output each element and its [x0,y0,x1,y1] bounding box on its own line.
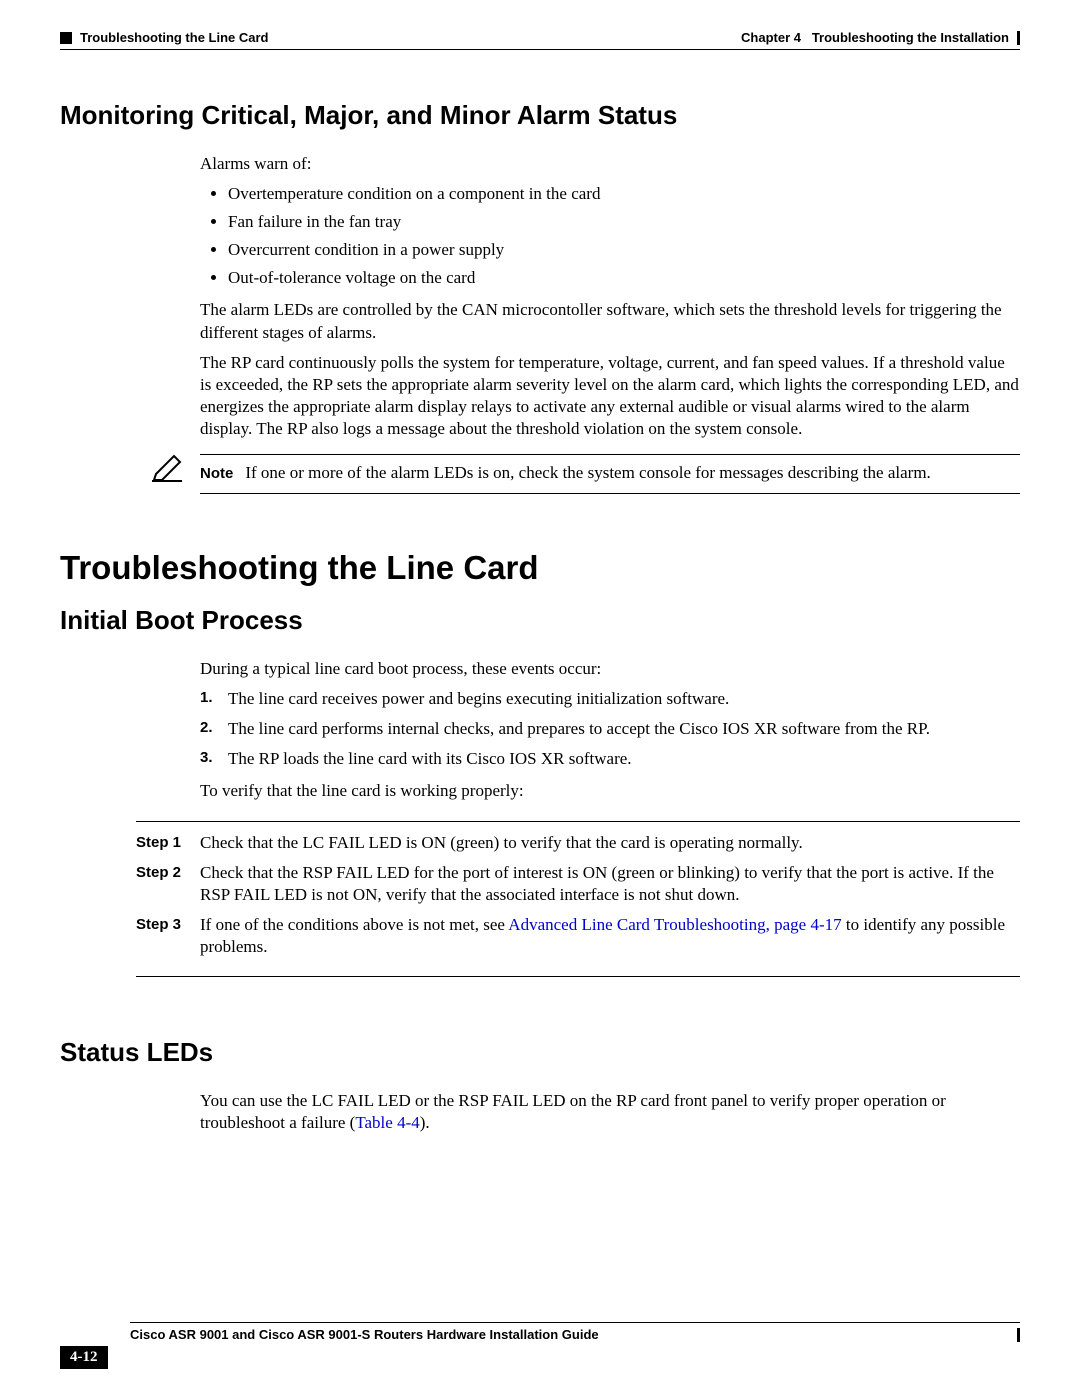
heading-troubleshooting: Troubleshooting the Line Card [60,549,1020,587]
note-top-rule [200,454,1020,455]
note-text: If one or more of the alarm LEDs is on, … [245,463,930,482]
monitoring-para2: The RP card continuously polls the syste… [200,352,1020,440]
step-row: Step 3 If one of the conditions above is… [136,914,1020,958]
steps-top-rule [136,821,1020,822]
header-right: Chapter 4 Troubleshooting the Installati… [741,30,1020,45]
footer-left: Cisco ASR 9001 and Cisco ASR 9001-S Rout… [60,1327,599,1342]
list-item: The line card receives power and begins … [200,688,1020,710]
list-item: The RP loads the line card with its Cisc… [200,748,1020,770]
page-footer: Cisco ASR 9001 and Cisco ASR 9001-S Rout… [60,1322,1020,1369]
guide-title: Cisco ASR 9001 and Cisco ASR 9001-S Rout… [130,1327,599,1342]
list-item: Overtemperature condition on a component… [228,183,1020,205]
advanced-troubleshooting-link[interactable]: Advanced Line Card Troubleshooting, page… [508,915,841,934]
step3-pre: If one of the conditions above is not me… [200,915,508,934]
steps-bottom-rule [136,976,1020,977]
boot-events-list: The line card receives power and begins … [200,688,1020,770]
heading-monitoring: Monitoring Critical, Major, and Minor Al… [60,100,1020,131]
alarms-bullet-list: Overtemperature condition on a component… [200,183,1020,289]
heading-status-leds: Status LEDs [60,1037,1020,1068]
note-body: Note If one or more of the alarm LEDs is … [200,454,1020,494]
step-text: Check that the RSP FAIL LED for the port… [200,862,1020,906]
alarms-intro: Alarms warn of: [200,153,1020,175]
step-label: Step 1 [136,832,200,854]
steps-block: Step 1 Check that the LC FAIL LED is ON … [136,821,1020,977]
footer-rule [130,1322,1020,1323]
pencil-icon [152,454,186,482]
step-text: Check that the LC FAIL LED is ON (green)… [200,832,1020,854]
note-block: Note If one or more of the alarm LEDs is … [152,454,1020,494]
list-item: Fan failure in the fan tray [228,211,1020,233]
header-chapter-number: Chapter 4 [741,30,801,45]
list-item: Out-of-tolerance voltage on the card [228,267,1020,289]
footer-pagenum-row: 4-12 [60,1346,1020,1369]
step-text: If one of the conditions above is not me… [200,914,1020,958]
page-number: 4-12 [60,1346,108,1369]
list-item: Overcurrent condition in a power supply [228,239,1020,261]
status-body: You can use the LC FAIL LED or the RSP F… [200,1090,1020,1134]
status-post: ). [420,1113,430,1132]
step-label: Step 3 [136,914,200,958]
running-header: Troubleshooting the Line Card Chapter 4 … [60,30,1020,45]
header-left: Troubleshooting the Line Card [60,30,269,45]
heading-boot-process: Initial Boot Process [60,605,1020,636]
step-label: Step 2 [136,862,200,906]
header-chapter-title: Troubleshooting the Installation [812,30,1009,45]
header-bar-icon [1017,31,1020,45]
boot-intro: During a typical line card boot process,… [200,658,1020,680]
table-4-4-link[interactable]: Table 4-4 [355,1113,419,1132]
list-item: The line card performs internal checks, … [200,718,1020,740]
monitoring-body: Alarms warn of: Overtemperature conditio… [200,153,1020,440]
note-label: Note [200,465,233,482]
monitoring-para1: The alarm LEDs are controlled by the CAN… [200,299,1020,343]
header-rule [60,49,1020,50]
note-bottom-rule [200,493,1020,494]
verify-intro: To verify that the line card is working … [200,780,1020,802]
footer-row: Cisco ASR 9001 and Cisco ASR 9001-S Rout… [60,1327,1020,1342]
note-icon-col [152,454,200,487]
header-section-crumb: Troubleshooting the Line Card [80,30,269,45]
status-para: You can use the LC FAIL LED or the RSP F… [200,1090,1020,1134]
step-row: Step 1 Check that the LC FAIL LED is ON … [136,832,1020,854]
header-marker-icon [60,32,72,44]
content-area: Monitoring Critical, Major, and Minor Al… [60,100,1020,1134]
footer-bar-icon [1017,1328,1020,1342]
boot-body: During a typical line card boot process,… [200,658,1020,802]
page-container: Troubleshooting the Line Card Chapter 4 … [0,0,1080,1397]
step-row: Step 2 Check that the RSP FAIL LED for t… [136,862,1020,906]
status-pre: You can use the LC FAIL LED or the RSP F… [200,1091,946,1132]
